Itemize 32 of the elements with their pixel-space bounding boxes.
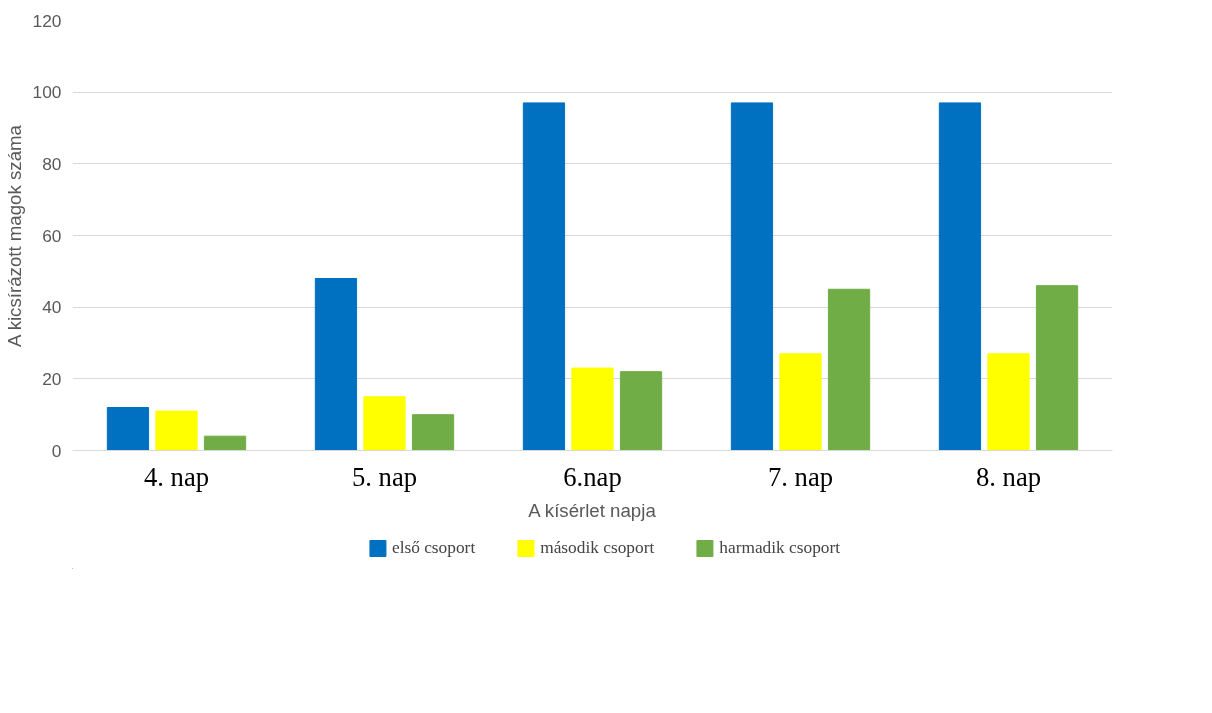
- bar: [827, 288, 871, 451]
- bar: [314, 278, 358, 451]
- legend-label: első csoport: [391, 538, 476, 558]
- y-tick-label: 0: [51, 440, 62, 461]
- y-tick-label: 20: [42, 368, 62, 389]
- y-axis-title: A kicsírázott magok száma: [3, 124, 25, 347]
- bar: [779, 353, 822, 451]
- bar: [522, 102, 566, 451]
- bar: [106, 407, 150, 451]
- legend-label: második csoport: [540, 538, 655, 558]
- bar: [203, 435, 247, 451]
- x-tick-label: 5. nap: [351, 461, 418, 492]
- bar: [155, 410, 198, 451]
- y-tick-label: 100: [32, 82, 62, 103]
- legend-label: harmadik csoport: [719, 538, 841, 558]
- y-tick-label: 80: [42, 153, 62, 174]
- bar: [363, 396, 406, 451]
- x-tick-label: 6.nap: [563, 461, 622, 492]
- bar: [411, 414, 455, 451]
- bar: [730, 102, 774, 451]
- y-tick-label: 40: [42, 297, 62, 318]
- x-tick-label: 4. nap: [143, 461, 210, 492]
- bar: [1035, 285, 1079, 451]
- bar: [938, 102, 982, 451]
- y-tick-label: 120: [32, 10, 62, 31]
- bar: [571, 367, 614, 451]
- y-tick-label: 60: [42, 225, 62, 246]
- x-tick-label: 7. nap: [767, 461, 834, 492]
- x-axis-title: A kísérlet napja: [528, 499, 657, 521]
- x-tick-label: 8. nap: [975, 461, 1042, 492]
- bar: [619, 371, 663, 451]
- bar: [987, 353, 1030, 451]
